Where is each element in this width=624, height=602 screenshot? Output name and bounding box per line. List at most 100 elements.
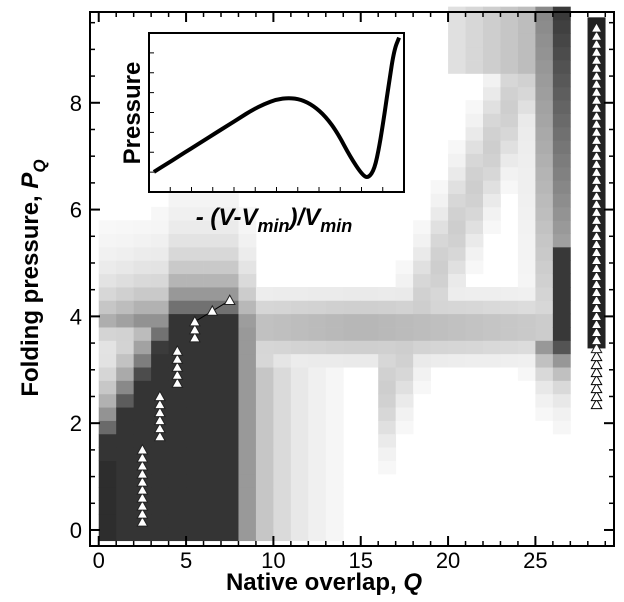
heatmap-cell bbox=[290, 460, 309, 475]
heatmap-cell bbox=[325, 340, 344, 355]
heatmap-cell bbox=[255, 527, 274, 542]
triangle-marker bbox=[590, 374, 603, 386]
heatmap-cell bbox=[448, 6, 466, 21]
heatmap-cell bbox=[413, 313, 431, 328]
heatmap-cell bbox=[133, 380, 152, 395]
heatmap-cell bbox=[151, 273, 169, 288]
heatmap-cell bbox=[116, 233, 135, 248]
heatmap-cell bbox=[255, 380, 274, 395]
heatmap-cell bbox=[517, 166, 536, 181]
heatmap-cell bbox=[221, 527, 239, 542]
heatmap-cell bbox=[290, 527, 309, 542]
heatmap-cell bbox=[238, 513, 257, 528]
heatmap-cell bbox=[98, 420, 117, 435]
heatmap-cell bbox=[430, 287, 449, 301]
heatmap-cell bbox=[151, 220, 169, 235]
triangle-marker bbox=[188, 315, 201, 327]
heatmap-cell bbox=[378, 380, 397, 395]
heatmap-cell bbox=[517, 33, 536, 48]
heatmap-cell bbox=[308, 367, 327, 381]
heatmap-cell bbox=[325, 433, 344, 448]
heatmap-cell bbox=[448, 287, 466, 301]
heatmap-cell bbox=[308, 487, 327, 502]
heatmap-cell bbox=[378, 340, 397, 355]
heatmap-cell bbox=[255, 340, 274, 355]
heatmap-cell bbox=[465, 46, 484, 61]
heatmap-cell bbox=[448, 246, 466, 261]
heatmap-cell bbox=[273, 487, 292, 502]
heatmap-cell bbox=[168, 260, 187, 275]
heatmap-cell bbox=[116, 327, 135, 341]
heatmap-cell bbox=[552, 33, 571, 48]
x-axis-ticks: 0 5 10 15 20 25 bbox=[93, 12, 607, 573]
triangle-marker bbox=[590, 109, 603, 121]
heatmap-cell bbox=[290, 300, 309, 315]
heatmap-cell bbox=[483, 6, 501, 21]
heatmap-cell bbox=[535, 140, 554, 154]
heatmap-cell bbox=[535, 33, 554, 48]
heatmap-cell bbox=[535, 300, 554, 315]
inset-x-label-sub1: min bbox=[258, 216, 290, 236]
triangle-marker bbox=[171, 360, 184, 372]
heatmap-cell bbox=[552, 193, 571, 208]
heatmap-cell bbox=[325, 487, 344, 502]
heatmap-cell bbox=[500, 73, 519, 88]
inset-x-label-sub2: min bbox=[320, 216, 352, 236]
heatmap-cell bbox=[203, 393, 222, 408]
heatmap-cell bbox=[360, 300, 379, 315]
triangle-markers bbox=[136, 21, 603, 527]
heatmap-cell bbox=[483, 220, 501, 235]
heatmap-cell bbox=[308, 407, 327, 421]
heatmap-cell bbox=[151, 367, 169, 381]
triangle-marker bbox=[590, 262, 603, 273]
heatmap-cell bbox=[483, 287, 501, 301]
triangle-marker bbox=[590, 93, 603, 105]
heatmap-cell bbox=[535, 73, 554, 88]
heatmap-cell bbox=[413, 300, 431, 315]
triangle-marker bbox=[136, 499, 149, 511]
triangle-marker bbox=[590, 53, 603, 65]
heatmap-cell bbox=[552, 367, 571, 381]
triangle-marker bbox=[590, 85, 603, 97]
heatmap-cell bbox=[343, 313, 362, 328]
heatmap-cell bbox=[430, 327, 449, 341]
heatmap-cell bbox=[290, 500, 309, 515]
heatmap-cell bbox=[360, 353, 379, 368]
heatmap-cell bbox=[448, 327, 466, 341]
x-axis-title-text: Native overlap, bbox=[226, 569, 403, 596]
heatmap-cell bbox=[186, 300, 204, 315]
heatmap-cell bbox=[535, 233, 554, 248]
heatmap-cell bbox=[116, 380, 135, 395]
heatmap-cell bbox=[273, 433, 292, 448]
triangle-marker bbox=[136, 467, 149, 479]
heatmap-cell bbox=[552, 287, 571, 301]
heatmap-cell bbox=[552, 327, 571, 341]
heatmap-cell bbox=[186, 433, 204, 448]
triangle-marker bbox=[590, 165, 603, 177]
heatmap-cell bbox=[98, 300, 117, 315]
heatmap-cell bbox=[133, 433, 152, 448]
heatmap-cell bbox=[500, 353, 519, 368]
inset-y-label: Pressure bbox=[119, 62, 146, 165]
heatmap-cell bbox=[273, 420, 292, 435]
heatmap-cell bbox=[465, 313, 484, 328]
heatmap-cell bbox=[116, 527, 135, 542]
heatmap-cell bbox=[535, 180, 554, 194]
heatmap-cell bbox=[448, 46, 466, 61]
heatmap-cell bbox=[255, 500, 274, 515]
heatmap-cell bbox=[221, 367, 239, 381]
heatmap-cell bbox=[98, 500, 117, 515]
heatmap-cell bbox=[203, 407, 222, 421]
heatmap-cell bbox=[552, 100, 571, 114]
heatmap-cell bbox=[116, 473, 135, 488]
heatmap-cell bbox=[168, 327, 187, 341]
heatmap-cell bbox=[465, 6, 484, 21]
triangle-marker bbox=[590, 278, 603, 289]
heatmap-cell bbox=[203, 447, 222, 461]
heatmap-cell bbox=[535, 100, 554, 114]
heatmap-cell bbox=[151, 206, 169, 221]
heatmap-cell bbox=[430, 206, 449, 221]
heatmap-cell bbox=[203, 206, 222, 221]
heatmap-cell bbox=[151, 500, 169, 515]
heatmap-cell bbox=[465, 206, 484, 221]
